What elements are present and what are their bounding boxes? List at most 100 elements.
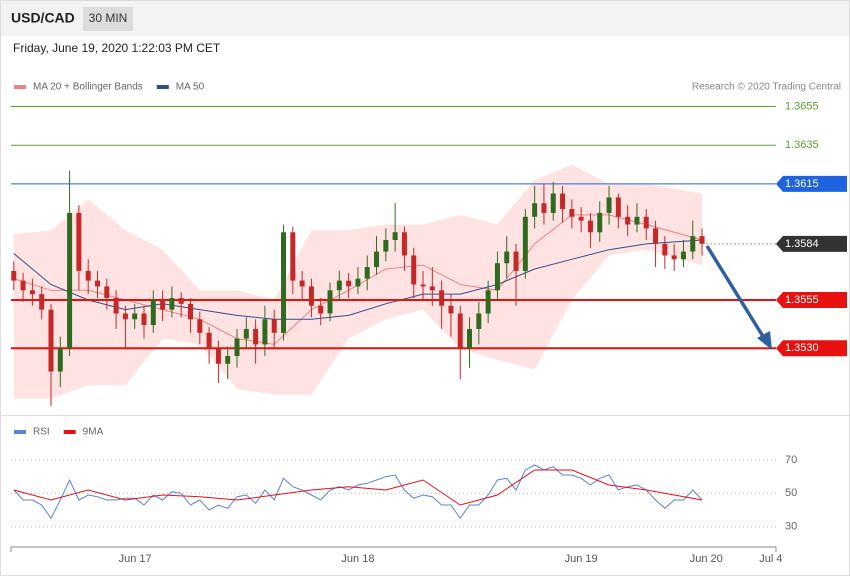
y-tick-label: 30 [785,521,797,533]
candle-body [150,299,156,326]
y-tick-label: 70 [785,454,797,466]
candle-body [122,313,128,320]
candle-body [578,216,584,221]
candle-body [169,298,175,310]
candle-body [550,193,556,213]
candle-body [634,216,640,225]
candle-body [197,319,203,333]
candle-body [429,286,435,291]
x-tick-label: Jun 19 [565,553,598,565]
candle-body [160,299,166,310]
legend-label: 9MA [83,427,104,438]
rsi-panel: 30 50 70 Jun 17 Jun 18 Jun 19 Jun 20 Jul 4 RSI 9M… [10,427,797,565]
candle-body [569,209,575,217]
candle-body [39,294,45,310]
candle-body [439,290,445,306]
candle-body [467,328,473,349]
candle-body [104,286,110,299]
candle-body [234,338,240,357]
candle-body [532,203,538,217]
candle-body [364,267,370,279]
interval-box [83,7,133,31]
candle-body [271,319,277,333]
candle-body [355,278,361,287]
candle-body [188,303,194,320]
forecast-arrow [705,245,766,339]
attribution: Research © 2020 Trading Central [692,82,841,93]
candle-body [262,319,268,345]
candle-body [308,286,314,306]
candle-body [485,290,491,314]
level-box [776,291,847,308]
candle-body [411,255,417,285]
candle-body [327,290,333,314]
candle-body [281,232,287,333]
x-tick-label: Jun 20 [690,553,723,565]
level-label: 1.3655 [785,100,819,112]
candle-body [653,228,659,244]
candle-body [346,280,352,287]
level-label: 1.3530 [785,342,819,354]
legend-swatch [14,85,26,89]
candle-body [243,328,249,339]
level-box [776,340,847,357]
candle-body [67,212,73,349]
x-tick-label: Jun 17 [119,553,152,565]
legend-label: MA 50 [176,82,205,93]
candle-body [76,212,82,271]
candle-body [420,284,426,287]
candle-body [253,328,259,345]
candle-body [448,305,454,314]
legend-swatch [14,430,26,434]
legend-label: MA 20 + Bollinger Bands [33,82,143,93]
candle-body [625,216,631,225]
forecast-arrowhead [757,331,772,350]
candle-body [215,348,221,364]
candle-body [57,348,63,372]
x-tick-label: Jun 18 [341,553,374,565]
y-tick-label: 50 [785,487,797,499]
candle-body [494,263,500,291]
candle-body [318,305,324,314]
candle-body [504,251,510,264]
candle-body [383,239,389,252]
level-label: 1.3615 [785,178,819,190]
candle-body [85,270,91,281]
candle-body [560,193,566,210]
candle-body [20,280,26,291]
candle-body [597,212,603,233]
datetime: Friday, June 19, 2020 1:22:03 PM CET [13,41,221,55]
candle-body [132,313,138,320]
candle-body [11,270,17,281]
candle-body [680,251,686,260]
indicator-line [13,469,703,506]
candle-body [225,356,231,364]
symbol: USD/CAD [11,10,75,26]
candle-body [476,313,482,329]
candle-body [206,332,212,349]
candle-body [541,203,547,213]
legend-swatch [63,430,76,434]
candle-body [29,290,35,295]
candle-body [178,298,184,304]
candle-body [690,236,696,252]
candle-body [671,255,677,260]
x-tick-label: Jul 4 [759,553,782,565]
candle-body [662,243,668,256]
candle-body [141,313,147,326]
candle-body [522,216,528,271]
candle-body [401,232,407,256]
interval: 30 MIN [89,11,128,25]
candle-body [48,309,54,372]
candle-body [457,313,463,349]
candle-body [290,232,296,281]
legend-label: RSI [33,427,50,438]
candle-body [299,280,305,287]
candle-body [94,280,100,287]
candle-body [113,298,119,314]
level-label: 1.3555 [785,294,819,306]
candle-body [606,197,612,213]
candle-body [699,236,705,244]
candle-body [643,216,649,229]
